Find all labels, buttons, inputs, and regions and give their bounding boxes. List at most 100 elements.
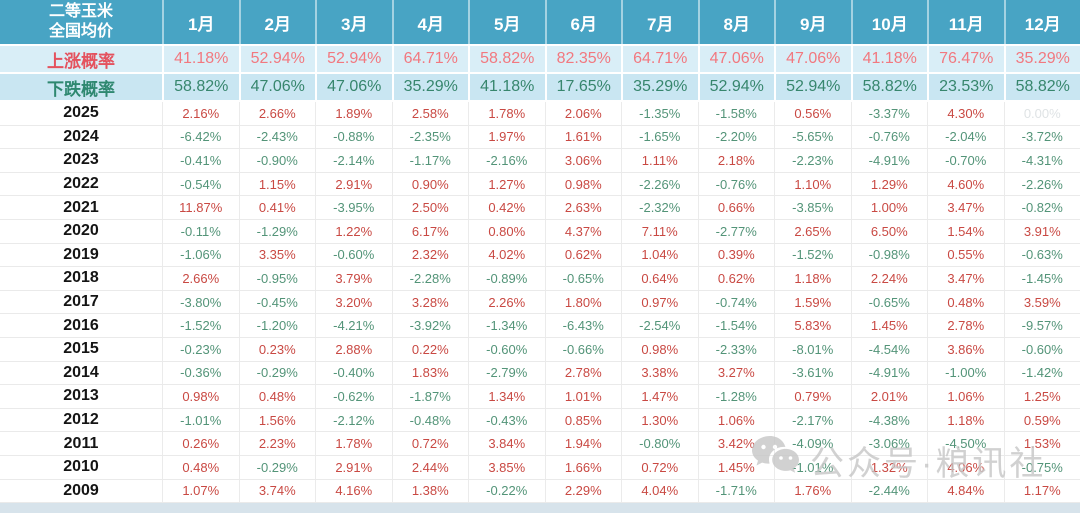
cell-value: 1.47% (621, 385, 698, 408)
cell-value: -2.43% (238, 125, 316, 149)
month-header-6: 6月 (544, 0, 622, 44)
cell-value: 0.62% (697, 267, 775, 290)
cell-value: 0.55% (927, 243, 1004, 267)
cell-value: -4.91% (850, 149, 928, 172)
month-header-4: 4月 (391, 0, 469, 44)
year-label: 2010 (63, 458, 99, 476)
cell-value: -0.60% (468, 337, 545, 361)
cell-value: 3.91% (1003, 219, 1080, 243)
cell-value: -2.12% (315, 408, 392, 432)
cell-value: 0.48% (162, 455, 239, 479)
cell-value: 2.50% (391, 196, 469, 219)
cell-value: 1.56% (238, 408, 316, 432)
rise-probability-value: 47.06% (774, 46, 851, 72)
cell-value: 1.06% (927, 385, 1004, 408)
cell-value: -4.09% (774, 432, 851, 455)
cell-value: 2.32% (391, 243, 469, 267)
cell-value: -2.23% (774, 149, 851, 172)
table-row: 2025 2.16% 2.66% 1.89% 2.58% 1.78% 2.06% -1.35%… (0, 102, 1080, 126)
cell-value: 0.00% (1003, 102, 1080, 125)
fall-probability-value: 35.29% (391, 74, 469, 100)
cell-value: 0.90% (391, 172, 469, 196)
cell-value: -6.42% (162, 125, 239, 149)
cell-value: -0.80% (621, 432, 698, 455)
year-label: 2015 (63, 340, 99, 358)
fall-probability-value: 52.94% (697, 74, 775, 100)
year-label: 2020 (63, 222, 99, 240)
cell-value: -1.58% (697, 102, 775, 125)
cell-value: 3.79% (315, 267, 392, 290)
cell-value: 0.72% (391, 432, 469, 455)
cell-value: 3.06% (544, 149, 622, 172)
cell-value: 2.65% (774, 219, 851, 243)
cell-value: 11.87% (162, 196, 239, 219)
cell-value: 5.83% (774, 314, 851, 337)
cell-value: -1.00% (927, 361, 1004, 385)
cell-value: -2.35% (391, 125, 469, 149)
cell-value: 2.78% (544, 361, 622, 385)
cell-value: -0.75% (1003, 455, 1080, 479)
cell-value: -0.70% (927, 149, 1004, 172)
cell-value: -0.62% (315, 385, 392, 408)
cell-value: -6.43% (544, 314, 622, 337)
cell-value: 1.89% (315, 102, 392, 125)
rise-probability-value: 76.47% (927, 46, 1004, 72)
cell-value: 4.06% (927, 455, 1004, 479)
cell-value: 2.66% (238, 102, 316, 125)
cell-value: 3.85% (468, 455, 545, 479)
cell-value: -0.40% (315, 361, 392, 385)
cell-value: 3.86% (927, 337, 1004, 361)
cell-value: -0.29% (238, 361, 316, 385)
cell-value: 2.78% (927, 314, 1004, 337)
fall-probability-value: 58.82% (1003, 74, 1080, 100)
cell-value: 2.58% (391, 102, 469, 125)
year-label: 2024 (63, 127, 99, 145)
month-header-8: 8月 (697, 0, 775, 44)
cell-value: 0.39% (697, 243, 775, 267)
month-header-10: 10月 (850, 0, 928, 44)
cell-value: -0.89% (468, 267, 545, 290)
cell-value: 2.23% (238, 432, 316, 455)
cell-value: -1.17% (391, 149, 469, 172)
cell-value: 0.72% (621, 455, 698, 479)
cell-value: 1.34% (468, 385, 545, 408)
table-row: 2021 11.87% 0.41% -3.95% 2.50% 0.42% 2.63% -2.3… (0, 196, 1080, 220)
cell-value: -0.41% (162, 149, 239, 172)
cell-value: 0.48% (927, 290, 1004, 314)
cell-value: -1.52% (774, 243, 851, 267)
cell-value: 7.11% (621, 219, 698, 243)
cell-value: 0.59% (1003, 408, 1080, 432)
cell-value: 3.35% (238, 243, 316, 267)
cell-value: 2.16% (162, 102, 239, 125)
cell-value: -0.65% (850, 290, 928, 314)
cell-value: -0.43% (468, 408, 545, 432)
cell-value: -2.26% (1003, 172, 1080, 196)
cell-value: 3.38% (621, 361, 698, 385)
rise-probability-value: 47.06% (697, 46, 775, 72)
table-row: 2016 -1.52% -1.20% -4.21% -3.92% -1.34% -6.43%… (0, 314, 1080, 338)
cell-value: -0.29% (238, 455, 316, 479)
cell-value: -2.54% (621, 314, 698, 337)
cell-value: 1.38% (391, 479, 469, 503)
cell-value: -0.45% (238, 290, 316, 314)
cell-value: 3.47% (927, 196, 1004, 219)
cell-value: -2.79% (468, 361, 545, 385)
cell-value: -3.61% (774, 361, 851, 385)
cell-value: 2.91% (315, 455, 392, 479)
month-header-7: 7月 (621, 0, 698, 44)
table-row: 2010 0.48% -0.29% 2.91% 2.44% 3.85% 1.66% 0.72%… (0, 455, 1080, 480)
cell-value: 0.48% (238, 385, 316, 408)
cell-value: 1.22% (315, 219, 392, 243)
cell-value: -2.77% (697, 219, 775, 243)
cell-value: 0.98% (544, 172, 622, 196)
cell-value: 4.37% (544, 219, 622, 243)
rise-probability-value: 58.82% (468, 46, 545, 72)
cell-value: -0.74% (697, 290, 775, 314)
table-title: 二等玉米 全国均价 (0, 0, 162, 44)
cell-value: 1.53% (1003, 432, 1080, 455)
cell-value: 1.27% (468, 172, 545, 196)
cell-value: -3.72% (1003, 125, 1080, 149)
fall-probability-value: 41.18% (468, 74, 545, 100)
cell-value: 3.28% (391, 290, 469, 314)
